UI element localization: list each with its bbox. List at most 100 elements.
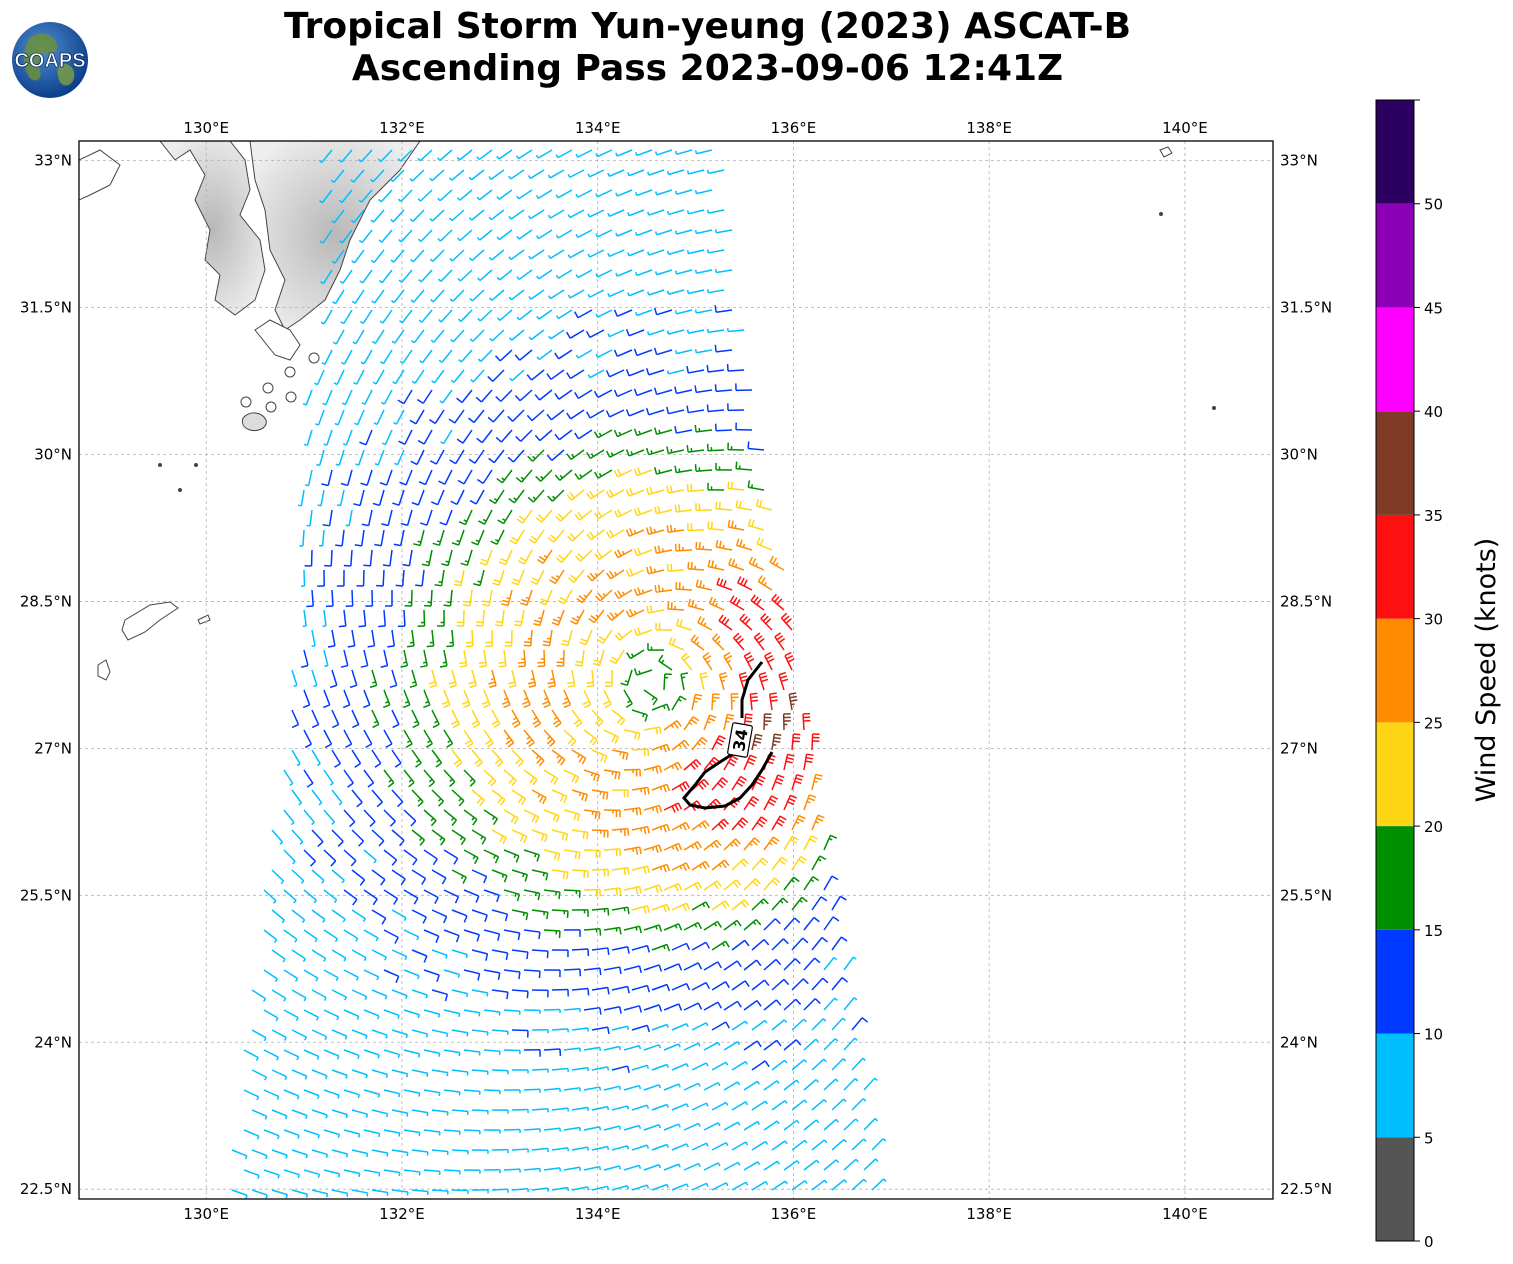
wind-barb — [771, 856, 788, 871]
wind-barb — [311, 1029, 328, 1041]
wind-barb — [371, 1069, 389, 1078]
wind-barb — [663, 842, 683, 852]
wind-barb — [747, 441, 765, 451]
wind-barb — [463, 1169, 481, 1174]
wind-barb — [567, 529, 585, 542]
wind-barb — [537, 649, 546, 668]
wind-barb — [538, 589, 553, 606]
wind-barb — [563, 929, 581, 937]
wind-barb — [566, 369, 585, 380]
wind-barb — [528, 209, 545, 220]
wind-barb — [591, 709, 604, 728]
wind-barb — [631, 984, 651, 993]
wind-barb — [803, 753, 814, 771]
wind-barb — [508, 489, 525, 504]
wind-barb — [511, 869, 529, 882]
wind-barb — [563, 729, 577, 747]
wind-barb — [351, 1109, 369, 1118]
wind-barb — [429, 209, 445, 222]
wind-barb — [411, 949, 428, 963]
wind-barb — [671, 902, 691, 912]
wind-barb — [463, 1049, 481, 1056]
wind-barb — [729, 595, 745, 611]
lat-tick-label-left: 30°N — [34, 445, 72, 463]
wind-barb — [714, 384, 733, 393]
wind-barb — [383, 729, 393, 749]
wind-barb — [514, 349, 533, 361]
wind-barb — [383, 889, 399, 905]
wind-barb — [567, 289, 585, 299]
wind-barb — [686, 329, 705, 334]
wind-barb — [321, 349, 333, 366]
wind-barb — [291, 749, 301, 767]
wind-barb — [714, 268, 733, 274]
wind-barb — [363, 1049, 380, 1059]
wind-barb — [423, 969, 440, 982]
wind-barb — [631, 748, 650, 757]
wind-barb — [311, 909, 326, 923]
wind-barb — [573, 309, 593, 319]
wind-barb — [323, 929, 339, 943]
wind-barb — [611, 709, 626, 726]
wind-barb — [516, 509, 533, 524]
wind-barb — [501, 689, 511, 709]
wind-barb — [551, 1186, 570, 1192]
wind-barb — [462, 589, 473, 607]
wind-barb — [363, 769, 375, 788]
wind-barb — [611, 1145, 630, 1151]
wind-barb — [487, 369, 505, 382]
wind-barb — [703, 1122, 721, 1131]
wind-barb — [471, 909, 488, 922]
wind-barb — [811, 1179, 828, 1191]
wind-barb — [623, 846, 642, 855]
wind-barb — [303, 809, 315, 826]
wind-barb — [263, 1089, 280, 1100]
wind-barb — [643, 924, 663, 932]
wind-barb — [389, 169, 405, 182]
wind-barb — [503, 729, 515, 748]
wind-barb — [459, 649, 468, 668]
wind-barb — [735, 500, 753, 511]
wind-barb — [352, 329, 365, 345]
wind-barb — [615, 149, 633, 157]
wind-barb — [271, 989, 287, 1002]
wind-barb — [343, 769, 354, 788]
wind-barb — [623, 689, 633, 708]
lon-tick-label-top: 134°E — [575, 119, 621, 137]
wind-barb — [575, 549, 593, 562]
wind-barb — [491, 1069, 509, 1075]
wind-barb — [603, 887, 622, 896]
wind-barb — [411, 1189, 429, 1196]
wind-barb — [666, 249, 685, 256]
wind-barb — [398, 429, 413, 445]
wind-barb — [331, 909, 346, 923]
wind-barb — [666, 406, 685, 415]
wind-barb — [543, 1008, 561, 1014]
island — [240, 396, 252, 408]
wind-barb — [503, 1009, 521, 1015]
wind-barb — [303, 929, 318, 943]
wind-barb — [311, 869, 325, 884]
wind-barb — [397, 389, 413, 405]
wind-barb — [483, 769, 497, 787]
wind-barb — [606, 569, 625, 580]
wind-barb — [495, 429, 513, 443]
wind-barb — [397, 189, 413, 203]
wind-barb — [711, 1061, 729, 1071]
wind-barb — [535, 229, 553, 240]
wind-barb — [686, 405, 705, 414]
wind-barb — [843, 1118, 859, 1131]
wind-barb — [643, 1004, 663, 1012]
wind-barb — [591, 789, 609, 800]
wind-barb — [374, 529, 385, 547]
wind-barb — [651, 863, 671, 873]
wind-barb — [491, 1148, 509, 1154]
wind-barb — [350, 209, 365, 224]
wind-barb — [463, 1089, 481, 1095]
wind-barb — [332, 329, 345, 345]
wind-barb — [711, 900, 730, 911]
wind-barb — [345, 589, 354, 608]
wind-barb — [300, 649, 309, 668]
wind-barb — [453, 569, 465, 587]
lat-tick-label-right: 25.5°N — [1280, 886, 1332, 904]
